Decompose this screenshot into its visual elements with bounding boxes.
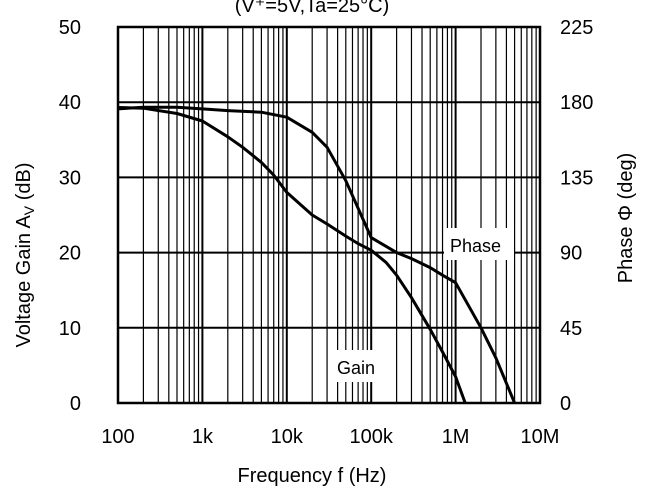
minor-gridlines [142, 27, 537, 403]
x-axis-title: Frequency f (Hz) [238, 465, 387, 487]
y-right-tick-label: 225 [560, 17, 593, 39]
x-tick-label: 10M [521, 426, 560, 448]
gain-label-background [331, 350, 387, 382]
y-left-tick-label: 30 [59, 167, 81, 189]
y-right-tick-label: 180 [560, 92, 593, 114]
phase-label-background [444, 228, 514, 260]
y-left-tick-label: 10 [59, 318, 81, 340]
y-right-tick-label: 90 [560, 243, 582, 265]
series-line-gain [117, 106, 467, 404]
x-tick-label: 100k [350, 426, 394, 448]
y-right-tick-label: 135 [560, 167, 593, 189]
x-tick-label: 10k [271, 426, 304, 448]
y-left-axis-title-unit: (dB) [13, 162, 35, 205]
phase-annotation: Phase [450, 236, 501, 256]
y-right-tick-labels: 0 45 90 135 180 225 [560, 17, 593, 415]
y-left-tick-labels: 0 10 20 30 40 50 [59, 17, 81, 415]
y-right-axis-title: Phase Φ (deg) [615, 153, 637, 283]
x-tick-label: 100 [101, 426, 134, 448]
x-tick-labels: 100 1k 10k 100k 1M 10M [101, 426, 559, 448]
series-lines [117, 105, 516, 404]
plot-frame [116, 25, 542, 405]
y-right-tick-label: 45 [560, 318, 582, 340]
annotations: Phase Gain [331, 228, 514, 382]
chart-title: (V⁺=5V,Ta=25°C) [235, 0, 390, 17]
x-tick-label: 1k [192, 426, 214, 448]
major-gridlines [117, 26, 541, 404]
y-left-axis-title-main: Voltage Gain A [13, 215, 35, 348]
y-left-axis-title-subscript: V [21, 205, 37, 215]
x-tick-label: 1M [442, 426, 470, 448]
y-left-tick-label: 0 [70, 393, 81, 415]
gain-annotation: Gain [337, 358, 375, 378]
series-line-phase [117, 105, 516, 404]
y-left-tick-label: 40 [59, 92, 81, 114]
y-left-tick-label: 50 [59, 17, 81, 39]
y-right-tick-label: 0 [560, 393, 571, 415]
y-left-tick-label: 20 [59, 243, 81, 265]
y-left-axis-title: Voltage Gain AV (dB) [13, 162, 37, 347]
